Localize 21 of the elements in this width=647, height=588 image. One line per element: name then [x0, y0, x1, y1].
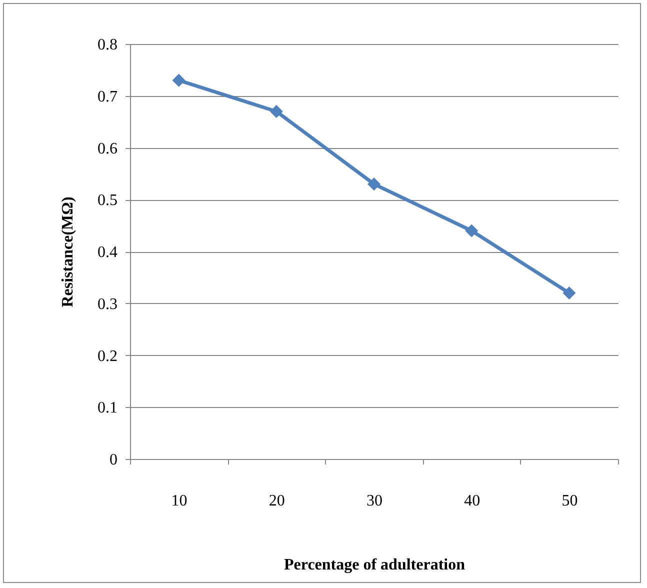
y-tick-label: 0.3: [98, 296, 118, 313]
x-axis-title: Percentage of adulteration: [284, 556, 466, 574]
x-tick-label: 20: [268, 492, 285, 510]
y-tick-label: 0.5: [98, 192, 118, 210]
point: [562, 286, 576, 300]
y-tick-label: 0.7: [98, 88, 118, 106]
x-tick-label: 30: [366, 492, 382, 510]
y-tick-label: 0.4: [98, 244, 118, 261]
point: [465, 224, 478, 238]
y-tick-label: 0.6: [98, 140, 118, 158]
y-tick-label: 0: [110, 452, 118, 468]
point: [367, 178, 381, 191]
point: [172, 74, 186, 87]
x-tick-label: 40: [464, 492, 480, 510]
x-tick-label: 10: [171, 492, 188, 510]
y-axis-title: Resistance(MΩ): [60, 196, 76, 308]
y-tick-label: 0.2: [98, 348, 118, 365]
y-tick-label: 0.8: [98, 36, 118, 54]
point: [270, 104, 283, 118]
x-tick-label: 50: [562, 492, 578, 510]
y-tick-label: 0.1: [98, 400, 118, 417]
